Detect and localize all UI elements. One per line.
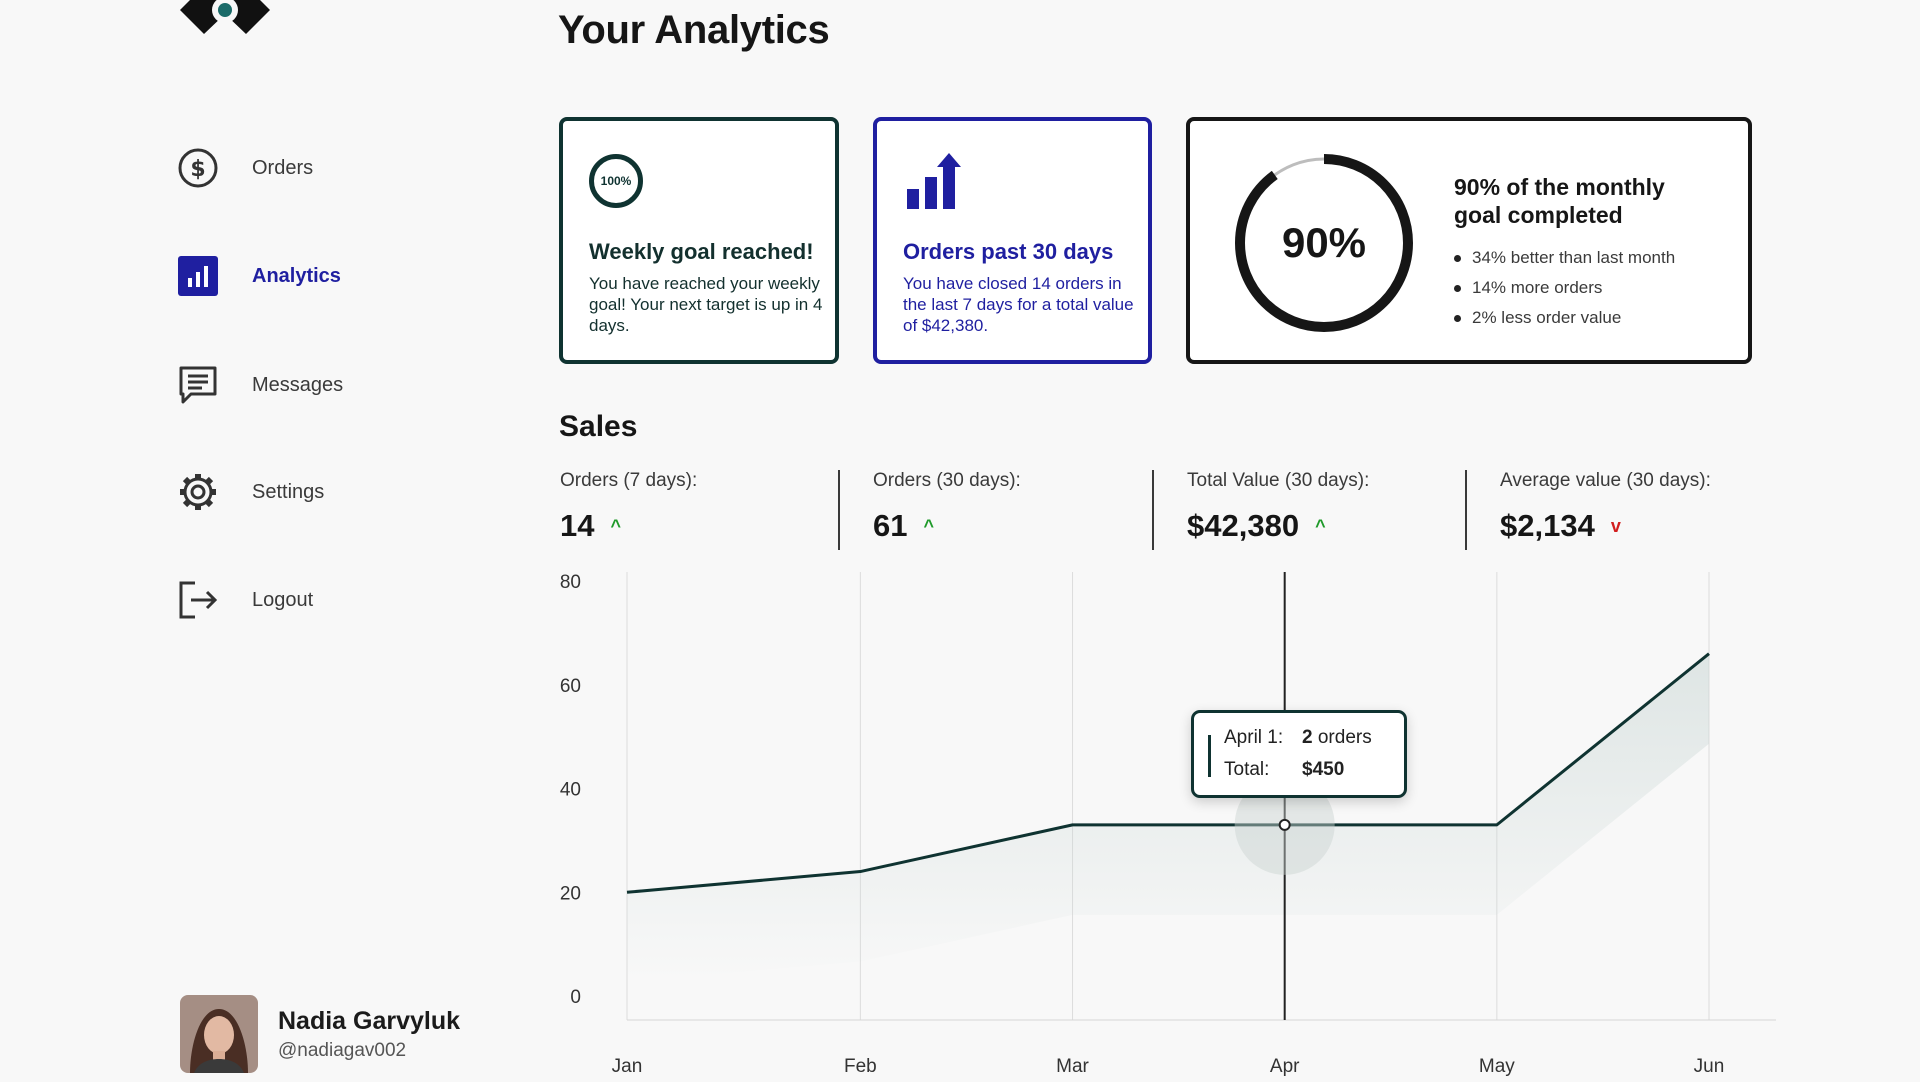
y-tick-label: 40 bbox=[560, 780, 581, 801]
divider bbox=[838, 470, 840, 550]
x-tick-label: Apr bbox=[1270, 1056, 1300, 1077]
series-line bbox=[626, 652, 1710, 894]
message-icon bbox=[176, 363, 220, 407]
goal-badge-icon: 100% bbox=[589, 154, 643, 208]
sidebar-item-logout[interactable]: Logout bbox=[176, 572, 476, 628]
x-tick-label: Feb bbox=[844, 1056, 877, 1077]
stat-value: $2,134 bbox=[1500, 508, 1595, 543]
tooltip-total-label: Total: bbox=[1224, 759, 1270, 780]
stat-total-value: Total Value (30 days): $42,380 ^ bbox=[1187, 470, 1487, 550]
y-tick-label: 80 bbox=[560, 572, 581, 593]
trend-up-icon: ^ bbox=[1315, 515, 1326, 536]
stat-orders-30-days: Orders (30 days): 61 ^ bbox=[873, 470, 1173, 550]
app-logo bbox=[180, 0, 270, 34]
trend-down-icon: v bbox=[1610, 515, 1621, 536]
user-profile[interactable]: Nadia Garvyluk @nadiagav002 bbox=[180, 995, 460, 1073]
series-area bbox=[627, 653, 1709, 983]
orders-card: Orders past 30 days You have closed 14 o… bbox=[873, 117, 1152, 364]
tooltip-accent bbox=[1208, 735, 1211, 777]
logout-icon bbox=[176, 578, 220, 622]
stat-average-value: Average value (30 days): $2,134 v bbox=[1500, 470, 1800, 550]
trend-up-icon: ^ bbox=[923, 515, 934, 536]
chart-tooltip: April 1: 2 orders Total: $450 bbox=[1191, 710, 1407, 798]
card-description: You have closed 14 orders in the last 7 … bbox=[903, 274, 1134, 335]
divider bbox=[1465, 470, 1467, 550]
tooltip-date: April 1: bbox=[1224, 727, 1284, 748]
tooltip-orders-value: 2 orders bbox=[1302, 727, 1372, 748]
list-item: 2% less order value bbox=[1454, 303, 1675, 333]
tooltip-total: $450 bbox=[1302, 759, 1345, 780]
stat-value: 14 bbox=[560, 508, 595, 543]
goal-bullets: 34% better than last month 14% more orde… bbox=[1454, 243, 1675, 333]
weekly-goal-card: 100% Weekly goal reached! You have reach… bbox=[559, 117, 839, 364]
stat-label: Average value (30 days): bbox=[1500, 470, 1711, 491]
card-title: Orders past 30 days bbox=[903, 239, 1114, 264]
gear-icon bbox=[176, 470, 220, 514]
stat-value: 61 bbox=[873, 508, 908, 543]
stat-label: Orders (7 days): bbox=[560, 470, 698, 491]
sidebar-item-label: Logout bbox=[252, 588, 314, 611]
sidebar-item-analytics[interactable]: Analytics bbox=[176, 248, 476, 304]
y-tick-label: 0 bbox=[570, 987, 581, 1008]
sidebar-item-label: Orders bbox=[252, 156, 314, 179]
stat-label: Total Value (30 days): bbox=[1187, 470, 1370, 491]
monthly-goal-card: 90% 90% of the monthly goal completed 34… bbox=[1186, 117, 1752, 364]
progress-arc bbox=[1235, 154, 1413, 332]
bar-chart-icon bbox=[176, 254, 220, 298]
trend-up-icon: ^ bbox=[610, 515, 621, 536]
page-title: Your Analytics bbox=[558, 8, 830, 52]
card-description: You have reached your weekly goal! Your … bbox=[589, 274, 823, 335]
sidebar-item-orders[interactable]: $ Orders bbox=[176, 140, 476, 196]
progress-value: 90% bbox=[1281, 219, 1367, 266]
user-handle: @nadiagav002 bbox=[278, 1039, 407, 1061]
sidebar-item-messages[interactable]: Messages bbox=[176, 357, 476, 413]
x-tick-label: Mar bbox=[1056, 1056, 1089, 1077]
divider bbox=[1152, 470, 1154, 550]
sidebar-item-settings[interactable]: Settings bbox=[176, 464, 476, 520]
tooltip-orders: 2 orders bbox=[1302, 727, 1372, 749]
svg-text:$: $ bbox=[190, 157, 205, 182]
tooltip-orders-count: 2 bbox=[1302, 727, 1313, 748]
sidebar-item-label: Messages bbox=[252, 373, 344, 396]
x-tick-label: May bbox=[1479, 1056, 1515, 1077]
x-tick-label: Jun bbox=[1694, 1056, 1725, 1077]
y-tick-label: 60 bbox=[560, 676, 581, 697]
stat-label: Orders (30 days): bbox=[873, 470, 1021, 491]
highlight-point bbox=[1278, 818, 1291, 831]
progress-ring bbox=[1235, 154, 1413, 332]
sidebar-item-label: Settings bbox=[252, 480, 325, 503]
stat-value: $42,380 bbox=[1187, 508, 1300, 543]
growth-chart-icon bbox=[907, 153, 961, 209]
card-title: 90% of the monthly goal completed bbox=[1454, 174, 1665, 228]
sidebar-item-label: Analytics bbox=[252, 264, 341, 287]
dollar-circle-icon: $ bbox=[176, 146, 220, 190]
stat-orders-7-days: Orders (7 days): 14 ^ bbox=[560, 470, 860, 550]
list-item: 14% more orders bbox=[1454, 273, 1675, 303]
avatar bbox=[180, 995, 258, 1073]
list-item: 34% better than last month bbox=[1454, 243, 1675, 273]
tooltip-orders-unit: orders bbox=[1312, 727, 1372, 748]
y-tick-label: 20 bbox=[560, 883, 581, 904]
card-title: Weekly goal reached! bbox=[589, 239, 814, 264]
section-title: Sales bbox=[559, 410, 638, 443]
user-name: Nadia Garvyluk bbox=[278, 1006, 461, 1035]
x-tick-label: Jan bbox=[612, 1056, 643, 1077]
